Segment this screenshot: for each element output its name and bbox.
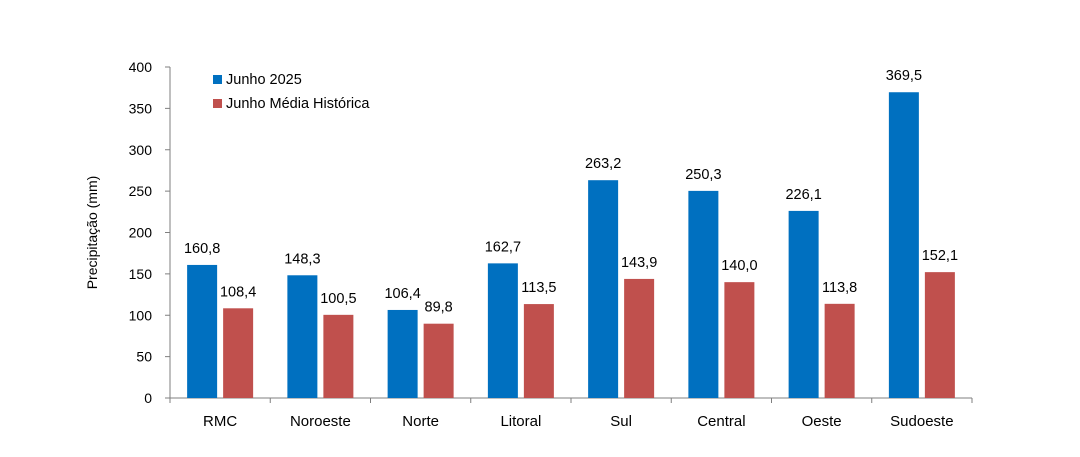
axes: 0 50 100 150 200 250 300 350 400 RMC Noroeste Norte… [129, 59, 973, 430]
legend-label: Junho 2025 [226, 72, 302, 88]
data-label: 140,0 [721, 258, 757, 274]
bar [924, 272, 955, 398]
y-tick-label: 0 [144, 390, 152, 406]
data-label: 113,5 [521, 280, 556, 296]
bar [888, 92, 919, 399]
x-tick-label: Sudoeste [890, 413, 953, 430]
x-tick-label: Sul [610, 413, 632, 430]
x-tick-label: Central [697, 413, 745, 430]
legend-swatch [213, 99, 222, 108]
bar [487, 263, 518, 398]
bar [724, 282, 755, 398]
bar [287, 275, 318, 398]
data-label: 263,2 [585, 156, 621, 172]
y-axis-title: Precipitação (mm) [84, 176, 100, 290]
data-labels: 160,8 148,3 106,4 162,7 263,2 250,3 226,1 369,5… [184, 68, 958, 315]
bar [824, 303, 855, 398]
bar [788, 210, 819, 398]
legend-swatch [213, 75, 222, 84]
x-tick-label: Noroeste [290, 413, 351, 430]
bars [187, 92, 955, 399]
y-tick-label: 50 [136, 349, 152, 365]
bar [187, 264, 218, 398]
data-label: 106,4 [384, 286, 420, 302]
legend: Junho 2025 Junho Média Histórica [213, 72, 370, 112]
x-tick-label: Litoral [500, 413, 541, 430]
y-tick-label: 200 [129, 225, 153, 241]
legend-label: Junho Média Histórica [226, 96, 370, 112]
data-label: 152,1 [922, 248, 958, 264]
data-label: 162,7 [485, 239, 521, 255]
y-tick-label: 250 [129, 183, 153, 199]
bar [323, 314, 354, 398]
data-label: 160,8 [184, 241, 220, 257]
bar [387, 309, 418, 398]
data-label: 369,5 [886, 68, 922, 84]
data-label: 100,5 [320, 291, 356, 307]
bar [223, 308, 254, 398]
data-label: 113,8 [822, 280, 857, 296]
data-label: 89,8 [425, 300, 453, 316]
data-label: 108,4 [220, 284, 256, 300]
data-label: 148,3 [284, 251, 320, 267]
data-label: 226,1 [785, 187, 821, 203]
x-tick-label: RMC [203, 413, 237, 430]
bar [624, 278, 655, 398]
bar [423, 323, 454, 398]
x-tick-label: Oeste [802, 413, 842, 430]
data-label: 143,9 [621, 255, 657, 271]
y-tick-label: 350 [129, 100, 153, 116]
y-tick-label: 150 [129, 266, 153, 282]
bar [523, 304, 554, 398]
bar [688, 190, 719, 398]
bar [588, 180, 619, 398]
x-tick-label: Norte [402, 413, 439, 430]
y-tick-label: 300 [129, 142, 153, 158]
y-tick-label: 400 [129, 59, 153, 75]
data-label: 250,3 [685, 167, 721, 183]
y-tick-label: 100 [129, 307, 153, 323]
